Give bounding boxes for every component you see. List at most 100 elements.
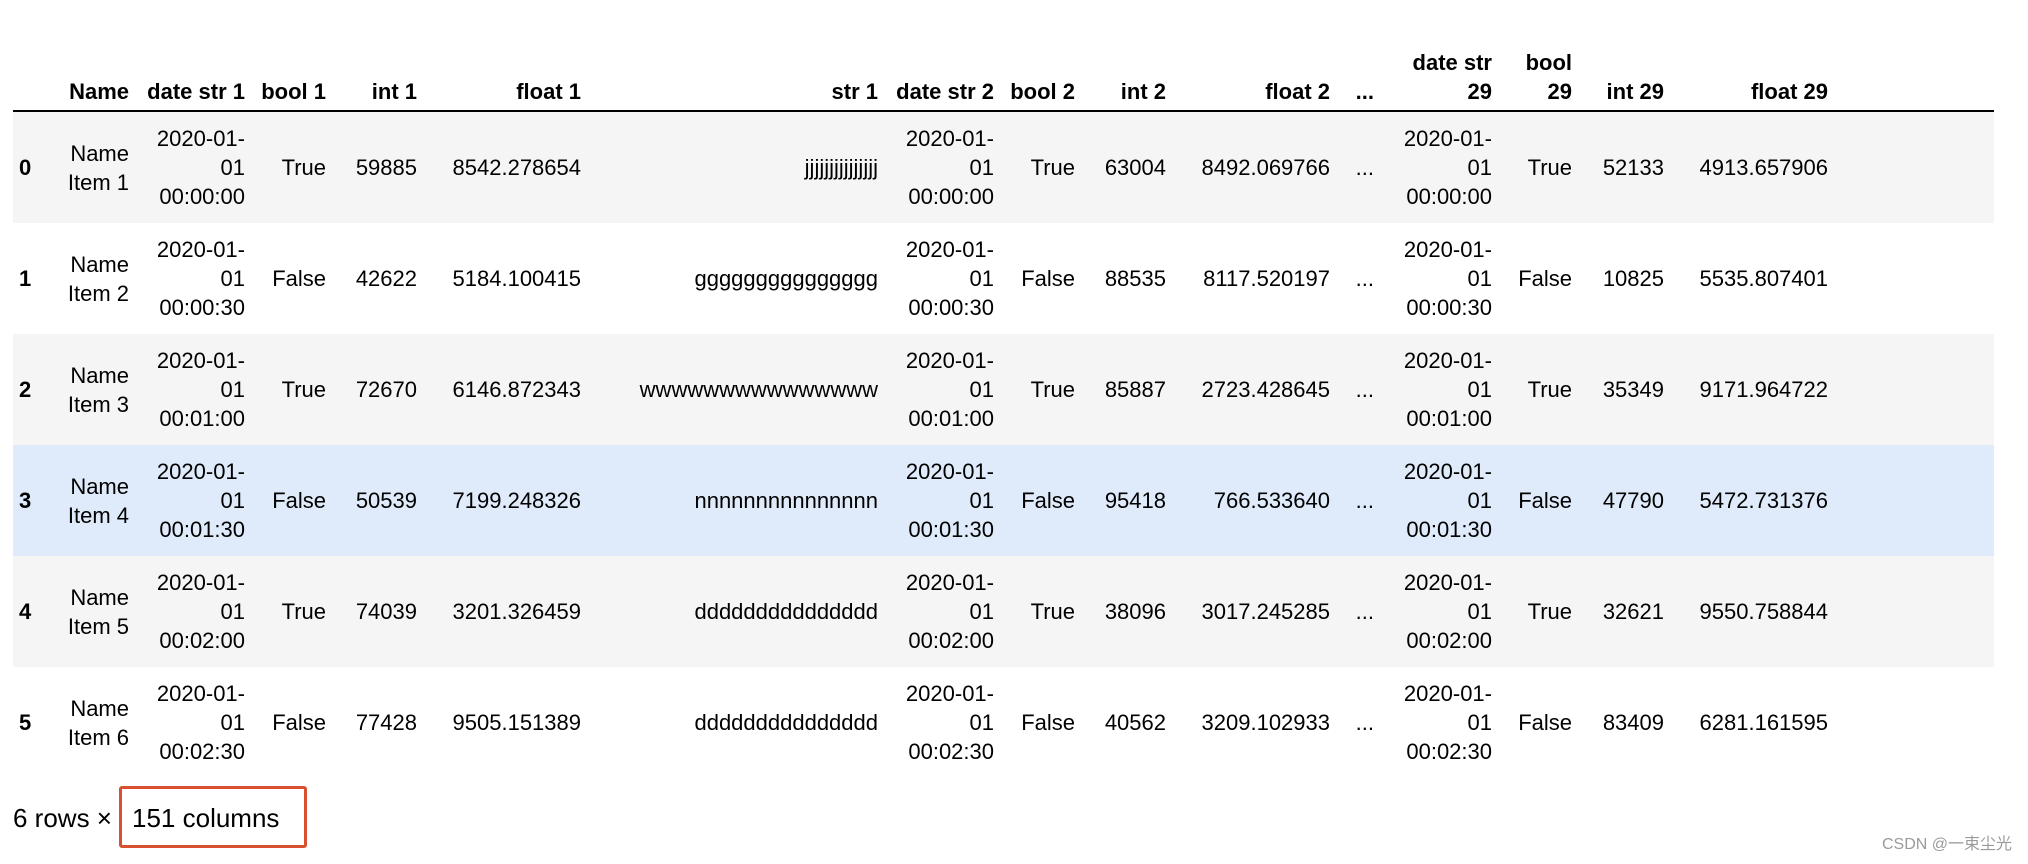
table-cell: 10825 bbox=[1602, 266, 1664, 291]
table-cell: 2020-01-01 00:01:00 bbox=[890, 334, 1006, 445]
table-cell: ddddddddddddddd bbox=[593, 556, 890, 667]
table-cell: 2020-01-01 00:02:00 bbox=[1386, 556, 1504, 667]
table-cell: ... bbox=[1342, 334, 1386, 445]
table-cell: 95418 bbox=[1087, 445, 1178, 556]
table-cell: 83409 bbox=[1602, 710, 1664, 735]
table-cell: Name Item 4 bbox=[49, 445, 141, 556]
column-header bbox=[1840, 26, 1994, 112]
table-cell: xxxxxxxxxx bbox=[1840, 111, 1994, 223]
column-header: bool 29 bbox=[1504, 26, 1584, 112]
dataframe-table: Name date str 1 bool 1 int 1 float 1 str 1 dat… bbox=[13, 26, 1994, 778]
column-header: bool 2 bbox=[1006, 26, 1087, 112]
row-index: 2 bbox=[13, 334, 49, 445]
table-cell: ... bbox=[1355, 710, 1374, 735]
table-cell: Name Item 6 bbox=[67, 695, 129, 750]
table-cell: 38096 bbox=[1087, 556, 1178, 667]
row-index: 3 bbox=[13, 445, 49, 556]
table-cell: 2020-01-01 00:02:00 bbox=[141, 556, 257, 667]
table-cell: gggggggggg bbox=[1840, 334, 1994, 445]
table-cell: True bbox=[257, 556, 338, 667]
table-cell: 2020-01-01 00:00:30 bbox=[1403, 237, 1492, 320]
column-header: int 29 bbox=[1584, 26, 1676, 112]
table-cell: True bbox=[1006, 556, 1087, 667]
row-index: 4 bbox=[13, 556, 49, 667]
table-cell: 8117.520197 bbox=[1203, 266, 1330, 291]
column-header: date str 1 bbox=[141, 26, 257, 112]
table-cell: 3209.102933 bbox=[1201, 710, 1330, 735]
column-header: date str 2 bbox=[890, 26, 1006, 112]
row-index: 1 bbox=[19, 266, 32, 291]
table-cell: 8492.069766 bbox=[1178, 111, 1342, 223]
table-cell: ... bbox=[1355, 266, 1374, 291]
table-cell: vvvvvvvvv bbox=[1840, 667, 1994, 778]
table-cell: True bbox=[257, 334, 338, 445]
table-cell: 2020-01-01 00:01:30 bbox=[141, 445, 257, 556]
table-cell: nnnnnnnnnnnnnnn bbox=[593, 445, 890, 556]
table-cell: 74039 bbox=[338, 556, 429, 667]
table-cell: False bbox=[272, 266, 326, 291]
table-cell: False bbox=[1504, 445, 1584, 556]
table-cell: 40562 bbox=[1104, 710, 1166, 735]
table-cell: 8542.278654 bbox=[429, 111, 593, 223]
table-cell: 9550.758844 bbox=[1676, 556, 1840, 667]
watermark: CSDN @一束尘光 bbox=[1881, 836, 2012, 853]
table-cell: True bbox=[1006, 111, 1087, 223]
column-header: ... bbox=[1342, 26, 1386, 112]
column-header: str 1 bbox=[593, 26, 890, 112]
table-cell: 9505.151389 bbox=[452, 710, 581, 735]
table-cell: Name Item 1 bbox=[49, 111, 141, 223]
table-cell: True bbox=[1504, 111, 1584, 223]
table-cell: 3017.245285 bbox=[1178, 556, 1342, 667]
highlight-box: 151 columns bbox=[119, 786, 307, 848]
table-cell: 2020-01-01 00:02:30 bbox=[156, 681, 245, 764]
table-cell: True bbox=[1504, 556, 1584, 667]
table-cell: 72670 bbox=[338, 334, 429, 445]
table-cell: 2020-01-01 00:01:30 bbox=[1386, 445, 1504, 556]
table-cell: 5535.807401 bbox=[1699, 266, 1828, 291]
table-cell: 2020-01-01 00:00:00 bbox=[890, 111, 1006, 223]
table-cell: False bbox=[257, 445, 338, 556]
header-row: Name date str 1 bool 1 int 1 float 1 str 1 dat… bbox=[13, 26, 1994, 112]
table-cell: False bbox=[1006, 445, 1087, 556]
table-cell: Name Item 2 bbox=[67, 251, 129, 306]
table-cell: wwwwwwwwwwwwwww bbox=[593, 334, 890, 445]
table-cell: 7199.248326 bbox=[429, 445, 593, 556]
table-row: 0 Name Item 1 2020-01-01 00:00:00 True 59885… bbox=[13, 111, 1994, 223]
table-cell: 32621 bbox=[1584, 556, 1676, 667]
table-cell: 5184.100415 bbox=[452, 266, 581, 291]
table-cell: 88535 bbox=[1104, 266, 1166, 291]
table-cell: 2020-01-01 00:01:00 bbox=[1386, 334, 1504, 445]
table-cell: ddddddddddddddd bbox=[694, 710, 878, 735]
table-cell: 766.533640 bbox=[1178, 445, 1342, 556]
table-row: 3 Name Item 4 2020-01-01 00:01:30 False 5053… bbox=[13, 445, 1994, 556]
table-cell: False bbox=[272, 710, 326, 735]
table-cell: 2020-01-01 00:00:00 bbox=[1386, 111, 1504, 223]
table-cell: 2020-01-01 00:01:30 bbox=[890, 445, 1006, 556]
table-cell: 2020-01-01 00:02:30 bbox=[905, 681, 994, 764]
table-cell: ... bbox=[1342, 111, 1386, 223]
column-header: float 1 bbox=[429, 26, 593, 112]
column-header: float 29 bbox=[1676, 26, 1840, 112]
table-cell: 85887 bbox=[1087, 334, 1178, 445]
table-cell: 2723.428645 bbox=[1178, 334, 1342, 445]
table-cell: ... bbox=[1342, 445, 1386, 556]
table-cell: True bbox=[1504, 334, 1584, 445]
column-header: bool 1 bbox=[257, 26, 338, 112]
table-cell: 35349 bbox=[1584, 334, 1676, 445]
table-cell: 42622 bbox=[355, 266, 417, 291]
table-cell: False bbox=[1021, 710, 1075, 735]
table-cell: ggggggggggggggg bbox=[694, 266, 878, 291]
table-cell: False bbox=[1518, 710, 1572, 735]
row-index: 0 bbox=[13, 111, 49, 223]
table-cell: 6146.872343 bbox=[429, 334, 593, 445]
dataframe-container: Name date str 1 bool 1 int 1 float 1 str 1 dat… bbox=[13, 26, 1994, 778]
table-cell: 3201.326459 bbox=[429, 556, 593, 667]
table-cell: 47790 bbox=[1584, 445, 1676, 556]
table-cell: 2020-01-01 00:00:30 bbox=[156, 237, 245, 320]
table-cell: False bbox=[1021, 266, 1075, 291]
column-header: date str 29 bbox=[1386, 26, 1504, 112]
table-cell: 9171.964722 bbox=[1676, 334, 1840, 445]
table-cell: 77428 bbox=[355, 710, 417, 735]
table-cell: 2020-01-01 00:01:00 bbox=[141, 334, 257, 445]
